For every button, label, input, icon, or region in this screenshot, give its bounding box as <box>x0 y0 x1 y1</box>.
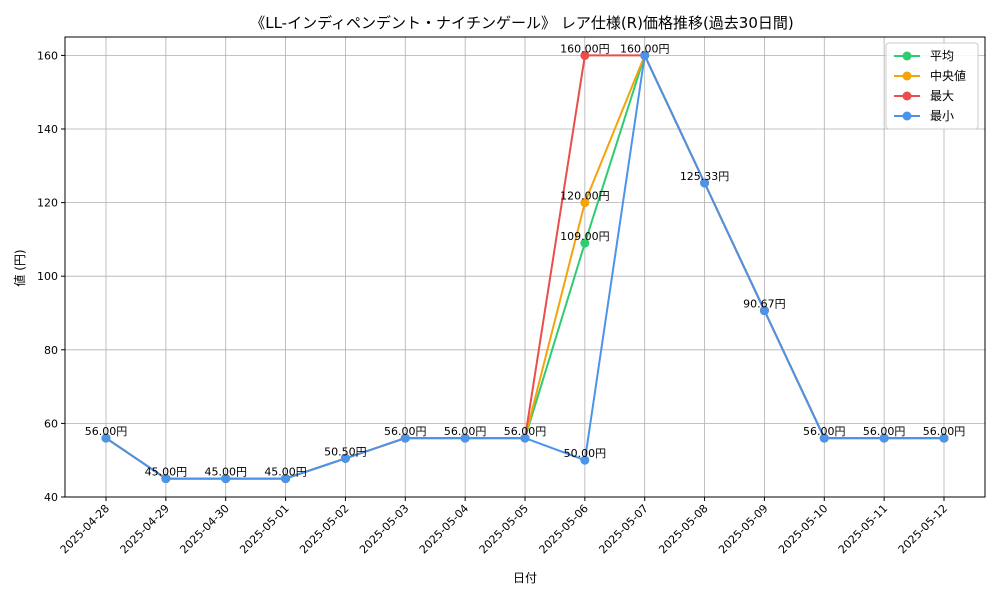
data-label: 109.00円 <box>560 230 610 243</box>
x-tick-label: 2025-05-11 <box>836 502 890 556</box>
x-tick-label: 2025-04-28 <box>58 502 112 556</box>
x-tick-label: 2025-05-07 <box>596 502 650 556</box>
y-axis-title: 値 (円) <box>12 249 27 286</box>
x-tick-label: 2025-05-03 <box>357 502 411 556</box>
legend-item: 最小 <box>894 109 954 123</box>
y-tick-label: 120 <box>37 197 58 210</box>
data-label: 56.00円 <box>803 425 846 438</box>
data-label: 90.67円 <box>743 298 786 311</box>
data-label: 45.00円 <box>145 466 188 479</box>
data-point <box>580 455 590 465</box>
legend-marker <box>902 111 912 121</box>
data-point <box>580 50 590 60</box>
x-axis-title: 日付 <box>513 571 537 585</box>
gridlines <box>65 37 985 498</box>
data-label: 160.00円 <box>560 42 610 55</box>
x-tick-label: 2025-05-04 <box>417 502 471 556</box>
legend-item: 中央値 <box>894 68 966 83</box>
data-label: 56.00円 <box>863 425 906 438</box>
data-point <box>460 433 470 443</box>
data-label: 160.00円 <box>620 42 670 55</box>
x-tick-label: 2025-05-09 <box>716 502 770 556</box>
data-label: 50.00円 <box>564 447 607 460</box>
data-point <box>400 433 410 443</box>
x-tick-label: 2025-05-05 <box>477 502 531 556</box>
data-point <box>580 238 590 248</box>
data-label: 56.00円 <box>85 425 128 438</box>
data-point <box>879 433 889 443</box>
data-point <box>221 474 231 484</box>
legend-label: 中央値 <box>930 68 966 83</box>
data-point <box>101 433 111 443</box>
legend-label: 最小 <box>930 109 954 123</box>
x-tick-label: 2025-05-01 <box>237 502 291 556</box>
data-label: 56.00円 <box>504 425 547 438</box>
data-point <box>281 474 291 484</box>
data-point <box>580 198 590 208</box>
data-point <box>161 474 171 484</box>
legend-label: 平均 <box>930 49 954 63</box>
data-point <box>819 433 829 443</box>
y-tick-label: 140 <box>37 123 58 136</box>
chart-title: 《LL-インディペンデント・ナイチンゲール》 レア仕様(R)価格推移(過去30日… <box>250 14 794 32</box>
data-point <box>939 433 949 443</box>
data-label: 45.00円 <box>204 466 247 479</box>
legend-label: 最大 <box>930 89 954 103</box>
data-label: 120.00円 <box>560 190 610 203</box>
series-lines <box>101 50 949 484</box>
x-tick-label: 2025-05-06 <box>537 502 591 556</box>
data-label: 56.00円 <box>923 425 966 438</box>
legend-marker <box>902 91 912 101</box>
x-tick-label: 2025-05-12 <box>896 502 950 556</box>
legend-marker <box>902 71 912 81</box>
x-axis: 2025-04-28 2025-04-29 2025-04-30 2025-05-01… <box>58 497 950 556</box>
data-label: 50.50円 <box>324 445 367 458</box>
legend-box <box>885 42 979 130</box>
data-point <box>520 433 530 443</box>
y-tick-label: 60 <box>44 417 58 430</box>
legend-marker <box>902 51 912 61</box>
legend-item: 平均 <box>894 49 954 63</box>
data-point <box>340 453 350 463</box>
data-point <box>640 50 650 60</box>
x-tick-label: 2025-05-10 <box>776 502 830 556</box>
data-point <box>759 306 769 316</box>
data-label: 45.00円 <box>264 466 307 479</box>
data-point <box>700 178 710 188</box>
x-tick-label: 2025-04-29 <box>118 502 172 556</box>
x-tick-label: 2025-04-30 <box>177 502 231 556</box>
data-label: 125.33円 <box>680 170 730 183</box>
y-tick-label: 160 <box>37 49 58 62</box>
data-labels: 56.00円 45.00円 45.00円 45.00円 50.50円 56.00円 56.0… <box>85 42 966 478</box>
y-axis: 40 60 80 100 120 140 160 <box>37 49 65 504</box>
y-tick-label: 80 <box>44 344 58 357</box>
y-tick-label: 40 <box>44 491 58 504</box>
x-tick-label: 2025-05-02 <box>297 502 351 556</box>
data-label: 56.00円 <box>444 425 487 438</box>
x-tick-label: 2025-05-08 <box>656 502 710 556</box>
legend-item: 最大 <box>894 89 954 103</box>
series-3 <box>101 50 949 484</box>
y-tick-label: 100 <box>37 270 58 283</box>
data-label: 56.00円 <box>384 425 427 438</box>
